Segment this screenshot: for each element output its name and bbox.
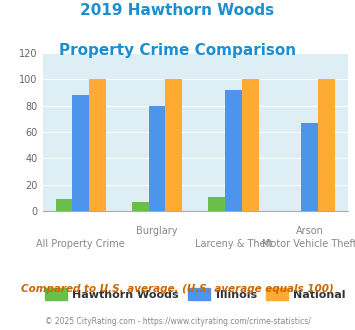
- Text: All Property Crime: All Property Crime: [36, 239, 125, 249]
- Bar: [301, 123, 318, 211]
- Bar: [149, 106, 165, 211]
- Bar: [225, 90, 242, 211]
- Bar: [56, 199, 72, 211]
- Bar: [72, 95, 89, 211]
- Text: Burglary: Burglary: [136, 226, 178, 236]
- Bar: [208, 197, 225, 211]
- Bar: [89, 79, 106, 211]
- Bar: [132, 202, 149, 211]
- Text: Compared to U.S. average. (U.S. average equals 100): Compared to U.S. average. (U.S. average …: [21, 284, 334, 294]
- Bar: [165, 79, 182, 211]
- Text: Arson: Arson: [296, 226, 324, 236]
- Text: Property Crime Comparison: Property Crime Comparison: [59, 43, 296, 58]
- Bar: [242, 79, 258, 211]
- Text: Motor Vehicle Theft: Motor Vehicle Theft: [262, 239, 355, 249]
- Text: 2019 Hawthorn Woods: 2019 Hawthorn Woods: [81, 3, 274, 18]
- Text: © 2025 CityRating.com - https://www.cityrating.com/crime-statistics/: © 2025 CityRating.com - https://www.city…: [45, 317, 310, 326]
- Text: Larceny & Theft: Larceny & Theft: [195, 239, 272, 249]
- Legend: Hawthorn Woods, Illinois, National: Hawthorn Woods, Illinois, National: [40, 283, 350, 304]
- Bar: [318, 79, 335, 211]
